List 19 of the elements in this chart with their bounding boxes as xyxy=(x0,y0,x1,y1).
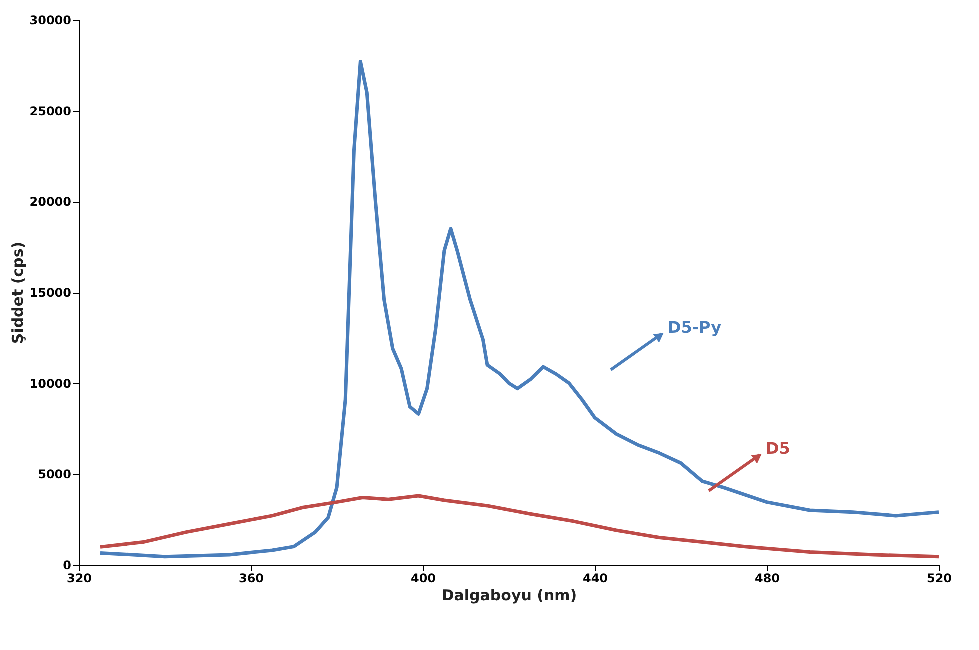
line-series xyxy=(98,494,941,559)
annotation: D5-Py xyxy=(668,318,722,337)
y-tick-label: 5000 xyxy=(38,468,72,482)
x-tick-label: 480 xyxy=(754,572,780,586)
x-tick-label: 520 xyxy=(926,572,952,586)
y-tick-label: 0 xyxy=(63,558,72,572)
x-tick-label: 440 xyxy=(582,572,608,586)
y-tick-label: 30000 xyxy=(30,14,72,28)
x-axis-title: Dalgaboyu (nm) xyxy=(442,586,578,604)
y-tick-label: 15000 xyxy=(30,286,72,300)
y-tick-label: 25000 xyxy=(30,104,72,118)
annotation: D5 xyxy=(766,439,790,458)
line-series xyxy=(98,60,941,559)
x-tick-label: 320 xyxy=(66,572,92,586)
y-axis-title: Şiddet (cps) xyxy=(8,242,27,344)
y-tick-label: 20000 xyxy=(30,195,72,210)
y-tick-label: 10000 xyxy=(30,376,72,391)
x-tick-label: 360 xyxy=(238,572,264,586)
x-tick-label: 400 xyxy=(410,572,436,586)
